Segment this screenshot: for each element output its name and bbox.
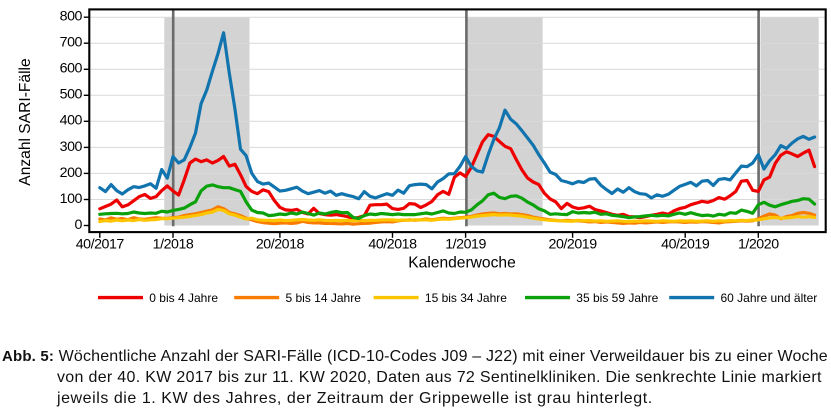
svg-text:15 bis 34 Jahre: 15 bis 34 Jahre [425, 291, 507, 305]
svg-text:5 bis 14 Jahre: 5 bis 14 Jahre [286, 291, 362, 305]
svg-text:800: 800 [60, 9, 83, 25]
svg-text:500: 500 [60, 87, 83, 103]
svg-text:Anzahl SARI-Fälle: Anzahl SARI-Fälle [17, 58, 34, 185]
svg-text:40/2017: 40/2017 [76, 237, 125, 253]
svg-text:1/2019: 1/2019 [445, 237, 486, 253]
svg-text:0 bis 4 Jahre: 0 bis 4 Jahre [149, 291, 218, 305]
svg-text:600: 600 [60, 61, 83, 77]
svg-text:400: 400 [60, 113, 83, 129]
svg-text:Kalenderwoche: Kalenderwoche [408, 254, 516, 271]
svg-text:0: 0 [75, 217, 83, 233]
svg-text:20/2019: 20/2019 [549, 237, 598, 253]
svg-text:700: 700 [60, 35, 83, 51]
svg-text:1/2018: 1/2018 [153, 237, 194, 253]
svg-text:40/2018: 40/2018 [368, 237, 417, 253]
svg-text:20/2018: 20/2018 [256, 237, 305, 253]
svg-text:35 bis 59 Jahre: 35 bis 59 Jahre [576, 291, 658, 305]
svg-text:1/2020: 1/2020 [738, 237, 779, 253]
svg-text:300: 300 [60, 139, 83, 155]
svg-text:60 Jahre und älter: 60 Jahre und älter [721, 291, 818, 305]
svg-text:200: 200 [60, 165, 83, 181]
svg-text:40/2019: 40/2019 [661, 237, 710, 253]
svg-text:100: 100 [60, 191, 83, 207]
